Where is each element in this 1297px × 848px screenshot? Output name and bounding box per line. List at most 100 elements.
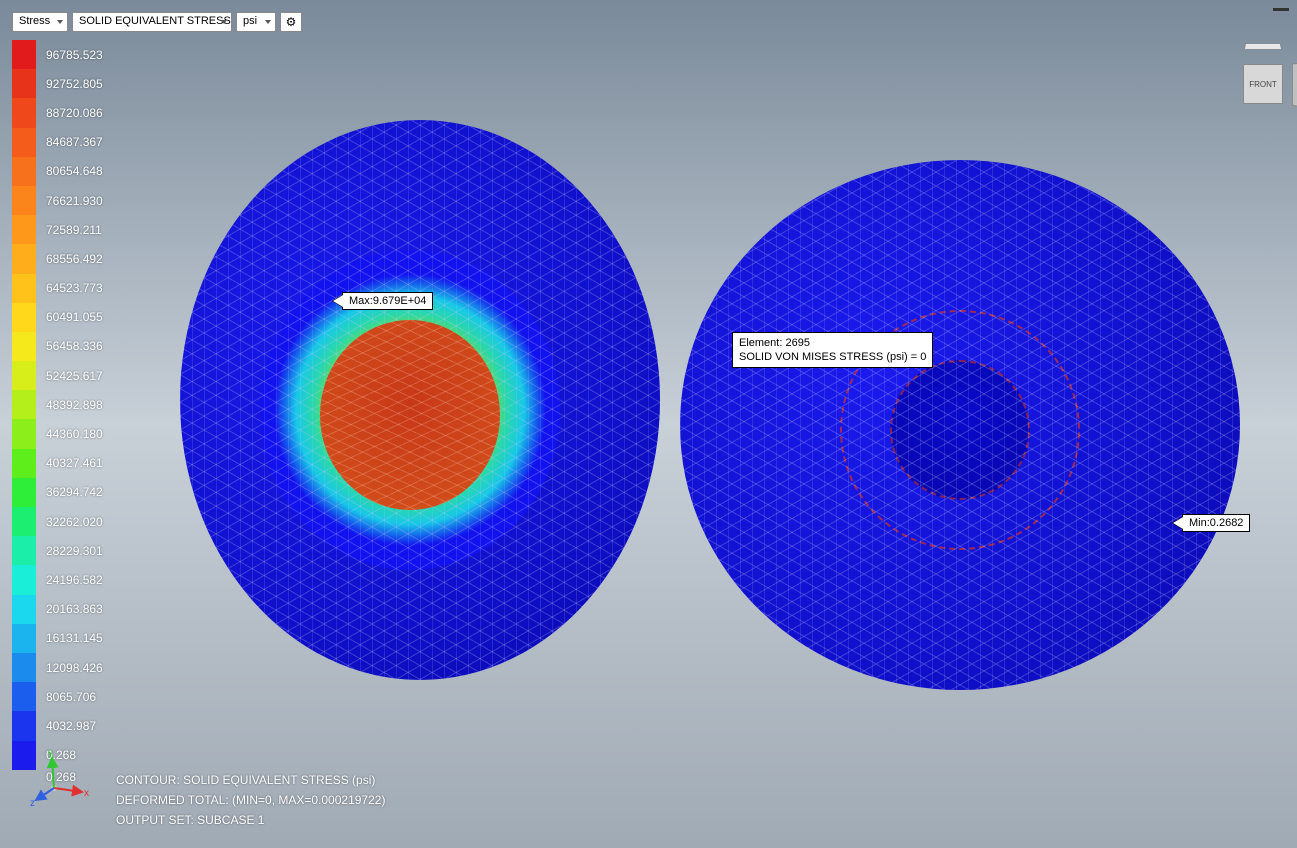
axis-z-label: z (30, 798, 35, 808)
legend-swatch (12, 361, 36, 390)
fea-body-right-hole (890, 360, 1030, 500)
result-component-value: SOLID EQUIVALENT STRESS (79, 15, 231, 27)
result-component-dropdown[interactable]: SOLID EQUIVALENT STRESS (72, 12, 232, 32)
result-footer: CONTOUR: SOLID EQUIVALENT STRESS (psi) D… (116, 770, 385, 830)
legend-value: 72589.211 (46, 223, 102, 237)
result-type-value: Stress (19, 15, 50, 27)
view-cube[interactable]: FRONT (1237, 50, 1287, 100)
fea-body-right[interactable] (680, 160, 1240, 690)
legend-swatch (12, 478, 36, 507)
legend-value: 20163.863 (46, 602, 103, 616)
axis-x-label: x (84, 788, 89, 799)
legend-row: 96785.523 (12, 40, 103, 69)
settings-button[interactable]: ⚙ (280, 12, 302, 32)
legend-row: 84687.367 (12, 128, 103, 157)
viewcube-front-face[interactable]: FRONT (1243, 64, 1283, 104)
legend-value: 64523.773 (46, 281, 103, 295)
legend-value: 40327.461 (46, 456, 103, 470)
legend-value: 92752.805 (46, 77, 103, 91)
legend-swatch (12, 565, 36, 594)
legend-row: 92752.805 (12, 69, 103, 98)
legend-swatch (12, 98, 36, 127)
viewport-3d[interactable] (0, 0, 1297, 848)
legend-row: 12098.426 (12, 653, 103, 682)
legend-swatch (12, 69, 36, 98)
viewcube-top-face[interactable] (1244, 44, 1282, 50)
results-toolbar: Stress SOLID EQUIVALENT STRESS psi ⚙ (12, 12, 302, 32)
legend-swatch (12, 449, 36, 478)
max-stress-label: Max:9.679E+04 (349, 295, 426, 307)
legend-value: 80654.648 (46, 164, 103, 178)
legend-value: 8065.706 (46, 690, 96, 704)
legend-swatch (12, 419, 36, 448)
fea-body-left-core (320, 320, 500, 510)
legend-row: 8065.706 (12, 682, 103, 711)
legend-value: 48392.898 (46, 398, 103, 412)
legend-row: 24196.582 (12, 565, 103, 594)
legend-swatch (12, 274, 36, 303)
legend-value: 24196.582 (46, 573, 103, 587)
tooltip-stress-value: SOLID VON MISES STRESS (psi) = 0 (739, 350, 926, 364)
legend-value: 60491.055 (46, 310, 103, 324)
legend-value: 96785.523 (46, 48, 103, 62)
gear-icon: ⚙ (286, 15, 297, 29)
legend-row: 60491.055 (12, 303, 103, 332)
legend-row: 28229.301 (12, 536, 103, 565)
axis-y (52, 758, 54, 788)
footer-deformed: DEFORMED TOTAL: (MIN=0, MAX=0.000219722) (116, 790, 385, 810)
legend-swatch (12, 536, 36, 565)
legend-row: 40327.461 (12, 449, 103, 478)
legend-row: 20163.863 (12, 595, 103, 624)
legend-swatch (12, 682, 36, 711)
legend-swatch (12, 215, 36, 244)
legend-value: 4032.987 (46, 719, 96, 733)
color-legend: 96785.523 92752.805 88720.086 84687.367 8065… (12, 40, 103, 784)
axis-triad[interactable]: x y z (30, 748, 90, 808)
legend-row: 32262.020 (12, 507, 103, 536)
unit-value: psi (243, 15, 257, 27)
min-stress-callout[interactable]: Min:0.2682 (1182, 514, 1250, 532)
legend-swatch (12, 40, 36, 69)
legend-row: 76621.930 (12, 186, 103, 215)
legend-row: 48392.898 (12, 390, 103, 419)
legend-value: 32262.020 (46, 515, 103, 529)
legend-row: 88720.086 (12, 98, 103, 127)
footer-outputset: OUTPUT SET: SUBCASE 1 (116, 810, 385, 830)
legend-value: 36294.742 (46, 485, 103, 499)
legend-swatch (12, 128, 36, 157)
legend-row: 16131.145 (12, 624, 103, 653)
legend-value: 12098.426 (46, 661, 103, 675)
legend-row: 44360.180 (12, 419, 103, 448)
legend-swatch (12, 186, 36, 215)
legend-value: 56458.336 (46, 339, 103, 353)
legend-value: 28229.301 (46, 544, 103, 558)
legend-swatch (12, 624, 36, 653)
fea-body-left[interactable] (180, 120, 660, 680)
legend-swatch (12, 332, 36, 361)
axis-x (54, 788, 82, 792)
legend-swatch (12, 157, 36, 186)
legend-row: 52425.617 (12, 361, 103, 390)
legend-value: 88720.086 (46, 106, 103, 120)
max-stress-callout[interactable]: Max:9.679E+04 (342, 292, 433, 310)
tooltip-element-id: Element: 2695 (739, 336, 926, 350)
legend-value: 52425.617 (46, 369, 103, 383)
axis-z (36, 788, 54, 800)
legend-value: 16131.145 (46, 631, 103, 645)
legend-value: 76621.930 (46, 194, 103, 208)
legend-row: 64523.773 (12, 274, 103, 303)
legend-swatch (12, 507, 36, 536)
viewcube-side-face[interactable] (1292, 63, 1297, 108)
legend-swatch (12, 390, 36, 419)
legend-value: 84687.367 (46, 135, 103, 149)
legend-value: 68556.492 (46, 252, 103, 266)
unit-dropdown[interactable]: psi (236, 12, 276, 32)
result-type-dropdown[interactable]: Stress (12, 12, 68, 32)
footer-contour: CONTOUR: SOLID EQUIVALENT STRESS (psi) (116, 770, 385, 790)
legend-swatch (12, 595, 36, 624)
legend-row: 4032.987 (12, 711, 103, 740)
legend-swatch (12, 303, 36, 332)
minimize-icon[interactable] (1273, 8, 1289, 11)
legend-row: 72589.211 (12, 215, 103, 244)
min-stress-label: Min:0.2682 (1189, 517, 1243, 529)
